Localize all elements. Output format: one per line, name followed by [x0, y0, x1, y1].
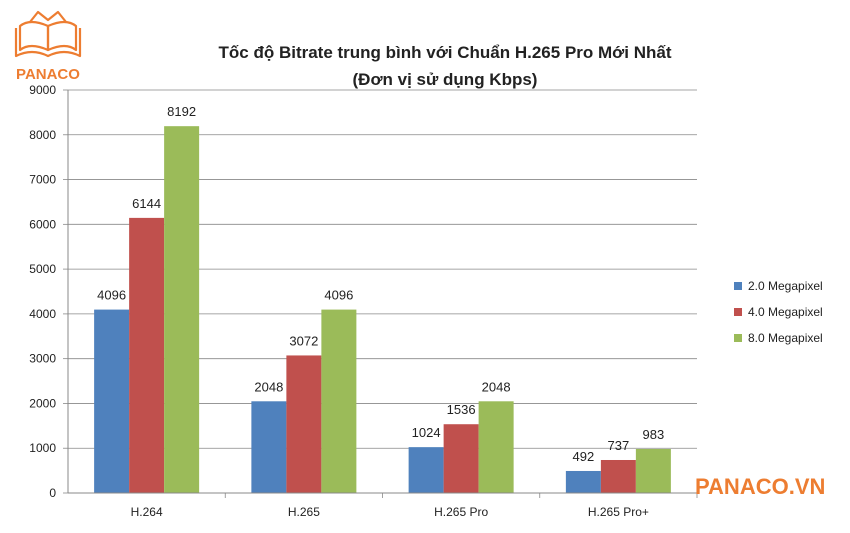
bar: [251, 401, 287, 493]
y-tick-label: 4000: [29, 307, 56, 321]
bar: [164, 126, 200, 493]
logo-text: PANACO: [16, 66, 80, 83]
bar: [565, 470, 601, 493]
y-tick-label: 3000: [29, 352, 56, 366]
bar: [443, 424, 479, 493]
bar: [478, 401, 514, 493]
y-tick-label: 0: [49, 486, 56, 500]
data-label: 1024: [412, 425, 441, 440]
y-axis-ticks: 0 1000 2000 3000 4000 5000 6000 7000 8000 9000: [29, 83, 68, 500]
bar: [600, 459, 636, 493]
y-tick-label: 1000: [29, 441, 56, 455]
data-label: 983: [643, 427, 665, 442]
data-label: 2048: [254, 379, 283, 394]
data-label: 1536: [447, 402, 476, 417]
legend-swatch: [734, 282, 742, 290]
legend-swatch: [734, 334, 742, 342]
watermark-text: PANACO.VN: [695, 474, 825, 499]
panaco-logo: PANACO: [14, 10, 82, 83]
y-tick-label: 8000: [29, 128, 56, 142]
x-axis-ticks: H.264 H.265 H.265 Pro H.265 Pro+: [131, 493, 698, 519]
data-label: 6144: [132, 196, 161, 211]
bar: [635, 448, 671, 493]
bar: [286, 355, 322, 493]
y-tick-label: 5000: [29, 262, 56, 276]
data-label: 4096: [324, 288, 353, 303]
book-icon: [14, 10, 82, 58]
bar: [408, 447, 444, 493]
data-labels: 4096 6144 8192 2048 3072 4096 1024 1536 2048 492 7…: [97, 104, 664, 464]
chart-title: Tốc độ Bitrate trung bình với Chuẩn H.26…: [219, 43, 672, 62]
legend-label: 2.0 Megapixel: [748, 279, 823, 293]
legend-swatch: [734, 308, 742, 316]
x-tick-label: H.265 Pro: [434, 505, 488, 519]
bar: [321, 309, 357, 493]
y-tick-label: 7000: [29, 173, 56, 187]
data-label: 3072: [289, 333, 318, 348]
data-label: 737: [608, 438, 630, 453]
chart-subtitle: (Đơn vị sử dụng Kbps): [353, 70, 538, 89]
x-tick-label: H.264: [131, 505, 163, 519]
legend-label: 4.0 Megapixel: [748, 305, 823, 319]
data-label: 492: [573, 449, 595, 464]
bar: [129, 217, 165, 494]
x-tick-label: H.265 Pro+: [588, 505, 649, 519]
bar: [94, 309, 130, 493]
legend: 2.0 Megapixel 4.0 Megapixel 8.0 Megapixel: [734, 279, 823, 345]
legend-label: 8.0 Megapixel: [748, 331, 823, 345]
x-tick-label: H.265: [288, 505, 320, 519]
data-label: 8192: [167, 104, 196, 119]
y-tick-label: 2000: [29, 396, 56, 410]
y-tick-label: 9000: [29, 83, 56, 97]
data-label: 2048: [482, 379, 511, 394]
bars: [94, 126, 671, 494]
data-label: 4096: [97, 288, 126, 303]
y-tick-label: 6000: [29, 217, 56, 231]
